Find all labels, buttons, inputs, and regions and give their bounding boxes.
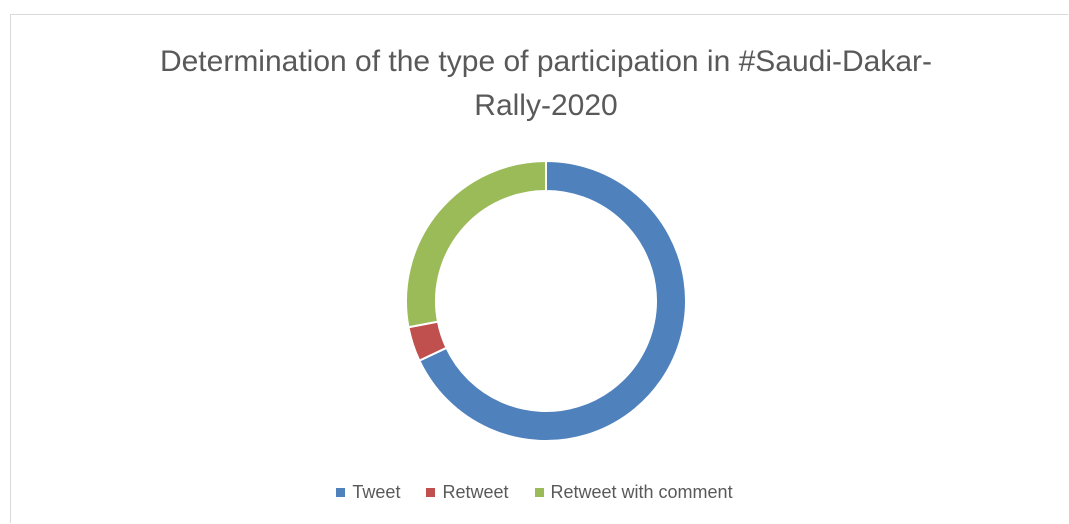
legend-swatch <box>336 488 346 497</box>
legend-label: Retweet <box>442 482 509 502</box>
legend-label: Tweet <box>352 482 401 502</box>
legend-item: Tweet <box>336 482 400 503</box>
legend-swatch <box>534 488 544 497</box>
chart-frame <box>10 14 1068 523</box>
donut-segment <box>417 159 687 442</box>
chart-title: Determination of the type of participati… <box>159 45 933 122</box>
legend: Tweet Retweet Retweet with comment <box>0 482 1069 503</box>
legend-item: Retweet with comment <box>534 482 733 503</box>
legend-label: Retweet with comment <box>550 482 733 502</box>
donut-segment <box>405 159 547 329</box>
legend-item: Retweet <box>426 482 509 503</box>
legend-swatch <box>426 488 436 497</box>
